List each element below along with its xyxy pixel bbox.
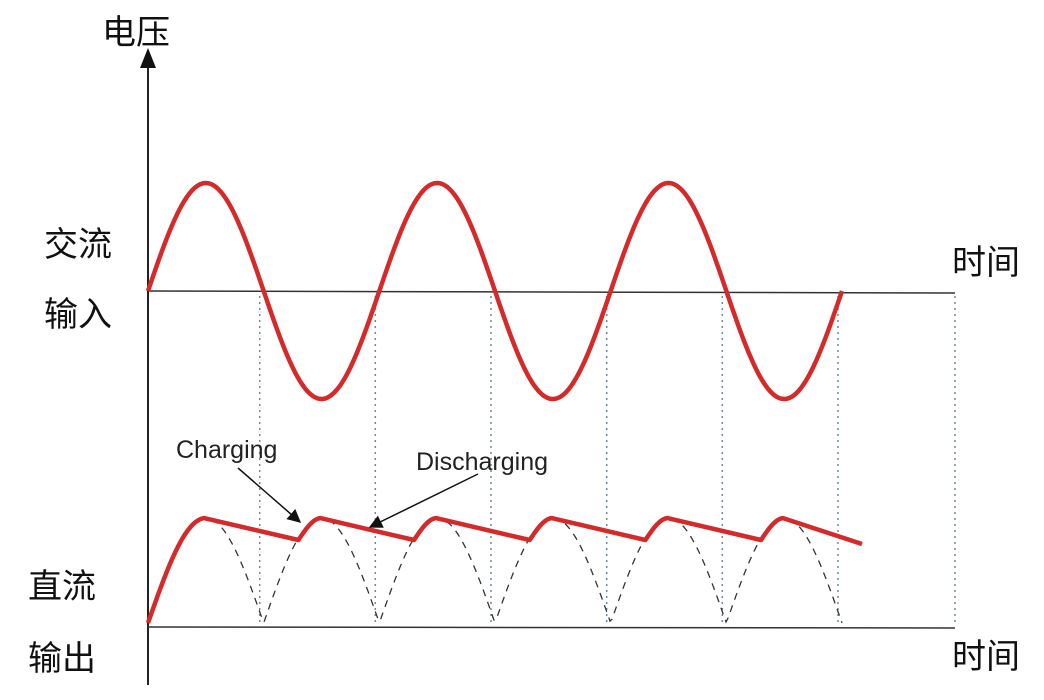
rectified-voltage-dashed-curve	[147, 517, 843, 624]
voltage-axis-label: 电压	[102, 13, 170, 53]
discharging-arrow	[368, 473, 479, 528]
dc-time-axis	[147, 626, 956, 629]
dc-output-label-line2: 输出	[28, 639, 96, 679]
discharging-label: Discharging	[416, 448, 548, 476]
dc-output-label-line1: 直流	[28, 567, 96, 607]
ac-input-label-line2: 输入	[44, 295, 112, 335]
charging-label: Charging	[176, 436, 277, 464]
charging-arrow	[237, 467, 302, 523]
time-axis-label-bottom: 时间	[952, 637, 1020, 677]
ac-input-label-line1: 交流	[44, 225, 112, 265]
ac-time-axis	[147, 290, 956, 294]
voltage-axis-arrow	[140, 48, 156, 68]
zero-crossing-guides	[258, 296, 956, 624]
ac-sine-waveform	[145, 180, 845, 402]
time-axis-label-top: 时间	[952, 243, 1020, 283]
dc-ripple-waveform	[145, 515, 863, 624]
